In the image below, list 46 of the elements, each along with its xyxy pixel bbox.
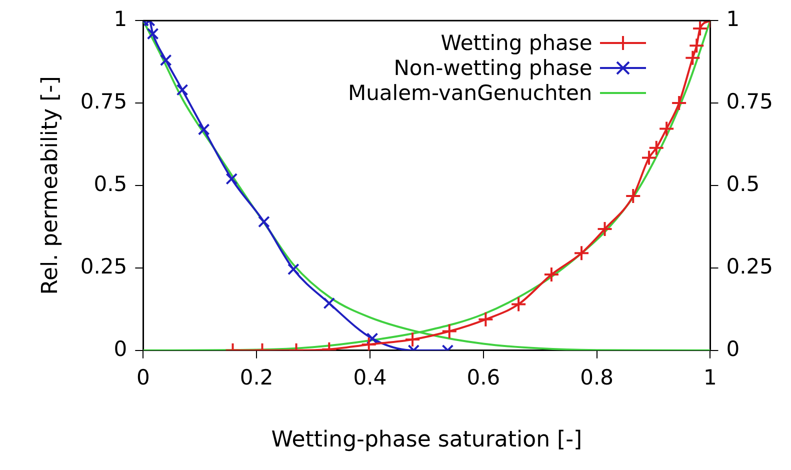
x-tick-label: 0.8: [580, 365, 614, 390]
point: [146, 28, 159, 40]
legend-label: Wetting phase: [440, 30, 592, 56]
point: [226, 172, 238, 185]
point: [684, 50, 701, 66]
point: [287, 263, 300, 276]
y2-tick-label: 0.5: [726, 172, 760, 196]
point: [692, 20, 708, 37]
y-tick-label: 0.75: [80, 90, 128, 114]
point: [366, 332, 378, 344]
y2-tick-label: 0.25: [726, 254, 774, 278]
y-tick-label: 0.5: [94, 172, 128, 196]
point: [596, 221, 613, 238]
legend-label: Mualem-vanGenuchten: [348, 80, 592, 106]
x-tick-label: 0.6: [466, 365, 500, 390]
point: [478, 311, 494, 328]
y-tick-label: 0: [114, 336, 128, 361]
x-tick-label: 0.2: [240, 365, 274, 390]
point: [658, 120, 675, 137]
point: [258, 216, 270, 228]
point: [574, 245, 590, 262]
point: [441, 323, 458, 340]
point: [640, 150, 657, 166]
point: [176, 84, 188, 96]
y2-tick-label: 0: [726, 336, 740, 361]
point: [323, 297, 336, 310]
point: [198, 123, 210, 136]
point: [648, 140, 664, 156]
point: [510, 296, 527, 312]
point: [543, 266, 560, 283]
y-tick-label: 0.25: [80, 254, 128, 278]
legend-label: Non-wetting phase: [394, 56, 592, 81]
point: [360, 336, 377, 350]
point: [625, 188, 642, 204]
point: [404, 332, 421, 348]
y2-tick-label: 0.75: [726, 90, 774, 114]
x-axis-title: Wetting-phase saturation [-]: [271, 428, 582, 453]
x-tick-label: 0.4: [353, 365, 387, 390]
point: [671, 95, 688, 112]
y-tick-label: 1: [114, 7, 128, 32]
point: [688, 38, 705, 54]
x-tick-label: 0: [136, 365, 150, 390]
y-axis-title: Rel. permeability [-]: [38, 76, 63, 295]
y2-tick-label: 1: [726, 7, 740, 32]
point: [160, 54, 172, 66]
x-tick-label: 1: [704, 365, 717, 390]
